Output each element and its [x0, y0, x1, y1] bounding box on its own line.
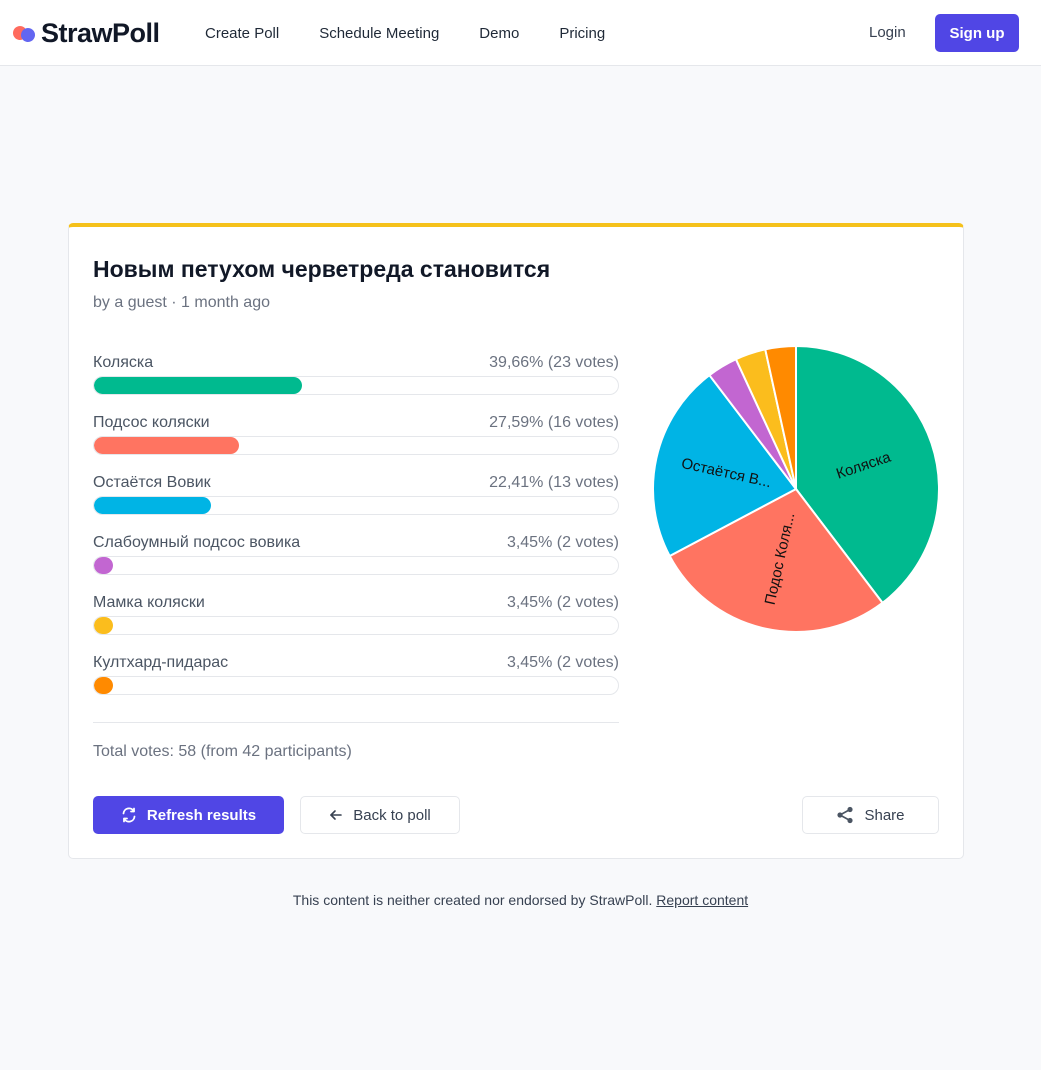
- footer-disclaimer: This content is neither created nor endo…: [0, 892, 1041, 908]
- option-progress-track: [93, 436, 619, 455]
- result-option: Коляска 39,66% (23 votes): [93, 354, 619, 395]
- poll-title: Новым петухом черветреда становится: [93, 256, 551, 282]
- option-progress-fill: [94, 437, 239, 454]
- pie-slice: [668, 487, 884, 633]
- option-label: Мамка коляски: [93, 594, 205, 611]
- option-progress-track: [93, 496, 619, 515]
- signup-button[interactable]: Sign up: [935, 14, 1019, 52]
- main-nav: Create Poll Schedule Meeting Demo Pricin…: [205, 0, 645, 66]
- option-label: Култхард-пидарас: [93, 654, 229, 671]
- option-label: Коляска: [93, 354, 154, 371]
- nav-demo[interactable]: Demo: [479, 24, 520, 42]
- option-label: Слабоумный подсос вовика: [93, 534, 301, 551]
- option-progress-fill: [94, 677, 113, 694]
- option-label: Подсос коляски: [93, 414, 210, 431]
- total-votes: Total votes: 58 (from 42 participants): [93, 743, 352, 760]
- option-count: 3,45% (2 votes): [506, 654, 619, 671]
- brand-logo[interactable]: StrawPoll: [12, 18, 160, 48]
- login-link[interactable]: Login: [869, 24, 906, 41]
- option-progress-fill: [94, 497, 212, 514]
- pie-slice: [795, 344, 940, 605]
- option-count: 22,41% (13 votes): [489, 474, 619, 491]
- arrow-left-icon: [330, 810, 343, 820]
- top-navbar: StrawPoll Create Poll Schedule Meeting D…: [0, 0, 1041, 66]
- share-label: Share: [864, 806, 905, 824]
- share-icon: [837, 806, 854, 824]
- option-progress-track: [93, 376, 619, 395]
- option-count: 3,45% (2 votes): [506, 534, 619, 551]
- refresh-icon: [122, 807, 136, 823]
- back-to-poll-button[interactable]: Back to poll: [300, 796, 460, 834]
- brand-name: StrawPoll: [41, 17, 160, 48]
- strawpoll-logo-icon: [13, 26, 35, 42]
- poll-results-card: Новым петухом черветреда становится by a…: [68, 223, 964, 859]
- pie-slice: [764, 344, 797, 490]
- refresh-results-button[interactable]: Refresh results: [93, 796, 284, 834]
- report-content-link[interactable]: Report content: [656, 892, 749, 908]
- nav-create-poll[interactable]: Create Poll: [205, 24, 280, 42]
- result-option: Слабоумный подсос вовика 3,45% (2 votes): [93, 534, 619, 575]
- result-option: Остаётся Вовик 22,41% (13 votes): [93, 474, 619, 515]
- option-label: Остаётся Вовик: [93, 474, 211, 491]
- option-count: 39,66% (23 votes): [489, 354, 619, 371]
- share-button[interactable]: Share: [802, 796, 939, 834]
- option-count: 27,59% (16 votes): [489, 414, 619, 431]
- pie-slice: [652, 373, 798, 558]
- nav-pricing[interactable]: Pricing: [559, 24, 606, 42]
- divider: [93, 722, 619, 723]
- result-option: Подсос коляски 27,59% (16 votes): [93, 414, 619, 455]
- option-progress-track: [93, 616, 619, 635]
- result-option: Мамка коляски 3,45% (2 votes): [93, 594, 619, 635]
- result-option: Култхард-пидарас 3,45% (2 votes): [93, 654, 619, 695]
- nav-schedule-meeting[interactable]: Schedule Meeting: [319, 24, 440, 42]
- refresh-results-label: Refresh results: [146, 806, 257, 824]
- back-to-poll-label: Back to poll: [353, 806, 431, 824]
- option-progress-track: [93, 676, 619, 695]
- option-progress-fill: [94, 557, 113, 574]
- poll-meta: by a guest · 1 month ago: [93, 294, 270, 311]
- option-progress-fill: [94, 617, 113, 634]
- option-progress-track: [93, 556, 619, 575]
- option-progress-fill: [94, 377, 302, 394]
- disclaimer-text: This content is neither created nor endo…: [292, 892, 653, 908]
- option-count: 3,45% (2 votes): [506, 594, 619, 611]
